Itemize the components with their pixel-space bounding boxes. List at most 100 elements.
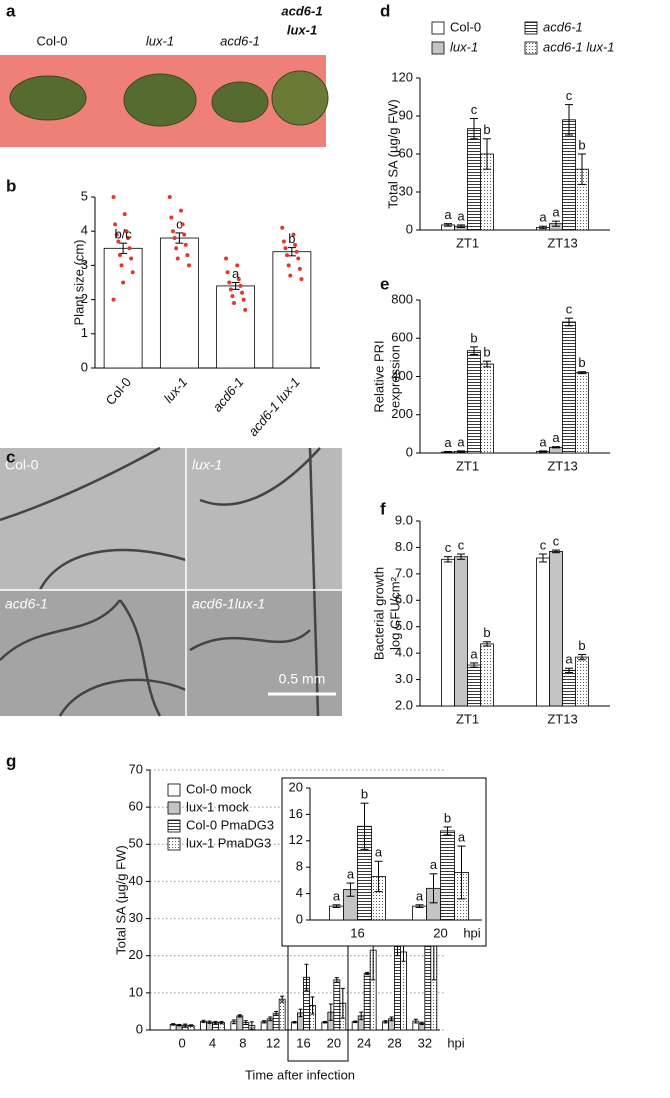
significance-letter: b — [444, 810, 451, 825]
photo-label: lux-1 — [146, 33, 174, 48]
data-point — [116, 239, 121, 244]
significance-letter: b — [288, 231, 295, 246]
x-tick-label: ZT13 — [547, 458, 577, 473]
y-tick-label: 4 — [296, 885, 303, 900]
inset-frame — [281, 777, 487, 947]
bar — [467, 128, 481, 231]
data-point — [121, 280, 126, 285]
y-tick-label: 60 — [399, 145, 413, 160]
x-tick-label: lux-1 — [161, 374, 191, 405]
data-point — [117, 253, 122, 258]
y-axis-label: Relative PRI — [371, 340, 386, 412]
y-tick-label: 5 — [81, 188, 88, 203]
x-tick-label: ZT1 — [456, 235, 479, 250]
bar — [272, 1012, 280, 1031]
x-tick-label: ZT1 — [456, 711, 479, 726]
y-tick-label: 800 — [391, 291, 413, 306]
data-point — [182, 232, 187, 237]
significance-letter: a — [333, 888, 341, 903]
y-tick-label: 400 — [391, 368, 413, 383]
legend-swatch — [524, 41, 538, 55]
micrograph-label: lux-1 — [192, 457, 222, 473]
data-point — [243, 307, 248, 312]
data-point — [240, 290, 245, 295]
y-tick-label: 5.0 — [395, 618, 413, 633]
x-tick-label: 16 — [296, 1035, 310, 1050]
bar — [575, 656, 589, 707]
bar — [467, 664, 481, 707]
y-tick-label: 70 — [129, 761, 143, 776]
data-point — [119, 263, 124, 268]
y-tick-label: 40 — [129, 873, 143, 888]
legend-swatch — [524, 21, 538, 35]
bar — [363, 973, 371, 1031]
scale-bar-label: 0.5 mm — [279, 671, 326, 687]
data-point — [228, 287, 233, 292]
data-point — [230, 294, 235, 299]
photo: Col-0 lux-1 acd6-1 acd6-1 lux-1 — [0, 3, 329, 147]
data-point — [236, 277, 241, 282]
y-tick-label: 4 — [81, 223, 88, 238]
y-tick-label: 2.0 — [395, 697, 413, 712]
significance-letter: c — [566, 302, 573, 317]
legend-label: lux-1 — [450, 39, 478, 54]
data-point — [185, 253, 190, 258]
bar — [562, 669, 576, 707]
significance-letter: a — [347, 866, 355, 881]
legend-label: Col-0 PmaDG3 — [186, 817, 274, 832]
significance-letter: b/c — [114, 227, 132, 242]
y-axis-label: log CFU/cm² — [387, 576, 402, 650]
significance-letter: a — [444, 207, 452, 222]
panel-label: f — [380, 499, 386, 518]
panel-label: b — [6, 176, 16, 195]
significance-letter: a — [539, 210, 547, 225]
y-tick-label: 0 — [81, 359, 88, 374]
significance-letter: b — [578, 137, 585, 152]
y-tick-label: 8.0 — [395, 539, 413, 554]
bar — [103, 247, 143, 369]
significance-letter: b — [483, 122, 490, 137]
legend-label: acd6-1 lux-1 — [543, 39, 615, 54]
y-axis-label: Bacterial growth — [371, 567, 386, 660]
x-unit: hpi — [463, 925, 480, 940]
data-point — [299, 277, 304, 282]
data-point — [186, 263, 191, 268]
x-tick-label: acd6-1 lux-1 — [245, 374, 302, 438]
photo-label: Col-0 — [36, 33, 67, 48]
bar — [216, 285, 256, 369]
y-tick-label: 12 — [289, 832, 303, 847]
bar — [562, 119, 576, 231]
panel-label: c — [6, 447, 15, 466]
bar — [333, 979, 341, 1031]
significance-letter: a — [375, 845, 383, 860]
y-tick-label: 50 — [129, 836, 143, 851]
y-tick-label: 0 — [296, 911, 303, 926]
significance-letter: c — [176, 216, 183, 231]
x-tick-label: ZT13 — [547, 711, 577, 726]
y-axis-label: Plant size (cm) — [71, 240, 86, 326]
significance-letter: b — [483, 625, 490, 640]
data-point — [172, 236, 177, 241]
data-point — [288, 273, 293, 278]
photo-label: lux-1 — [287, 22, 317, 37]
data-point — [183, 242, 188, 247]
legend-label: Col-0 — [450, 19, 481, 34]
y-tick-label: 3 — [81, 257, 88, 272]
data-point — [113, 222, 118, 227]
significance-letter: a — [539, 434, 547, 449]
data-point — [281, 239, 286, 244]
data-point — [114, 232, 119, 237]
y-tick-label: 90 — [399, 107, 413, 122]
data-point — [291, 232, 296, 237]
data-point — [124, 229, 129, 234]
data-point — [129, 256, 134, 261]
x-tick-label: 0 — [179, 1035, 186, 1050]
significance-letter: b — [470, 330, 477, 345]
bar — [412, 905, 427, 921]
significance-letter: a — [552, 205, 560, 220]
photo-label: acd6-1 — [281, 3, 322, 18]
bar — [394, 944, 401, 1031]
bar — [562, 321, 576, 454]
data-point — [294, 249, 299, 254]
